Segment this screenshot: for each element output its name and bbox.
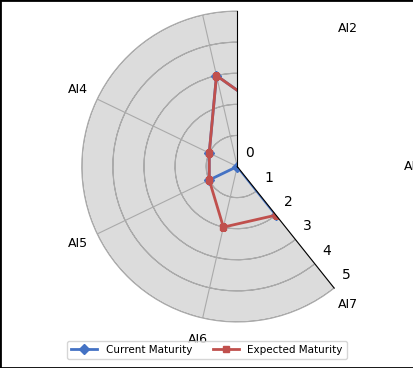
Expected Maturity — [214, 73, 218, 78]
Expected Maturity — [327, 164, 332, 169]
Current Maturity — [327, 164, 332, 169]
Current Maturity — [273, 213, 278, 217]
Legend: Current Maturity, Expected Maturity: Current Maturity, Expected Maturity — [67, 341, 346, 359]
Current Maturity — [234, 164, 239, 169]
Expected Maturity — [327, 164, 332, 169]
Expected Maturity — [273, 213, 278, 217]
Current Maturity — [327, 164, 332, 169]
Line: Expected Maturity: Expected Maturity — [205, 72, 333, 231]
Expected Maturity — [273, 116, 278, 120]
Current Maturity — [214, 73, 218, 78]
Current Maturity — [206, 178, 211, 182]
Expected Maturity — [206, 151, 211, 155]
Expected Maturity — [206, 178, 211, 182]
Line: Current Maturity: Current Maturity — [205, 72, 333, 219]
Current Maturity — [273, 116, 278, 120]
Current Maturity — [206, 151, 211, 155]
Expected Maturity — [221, 225, 225, 229]
